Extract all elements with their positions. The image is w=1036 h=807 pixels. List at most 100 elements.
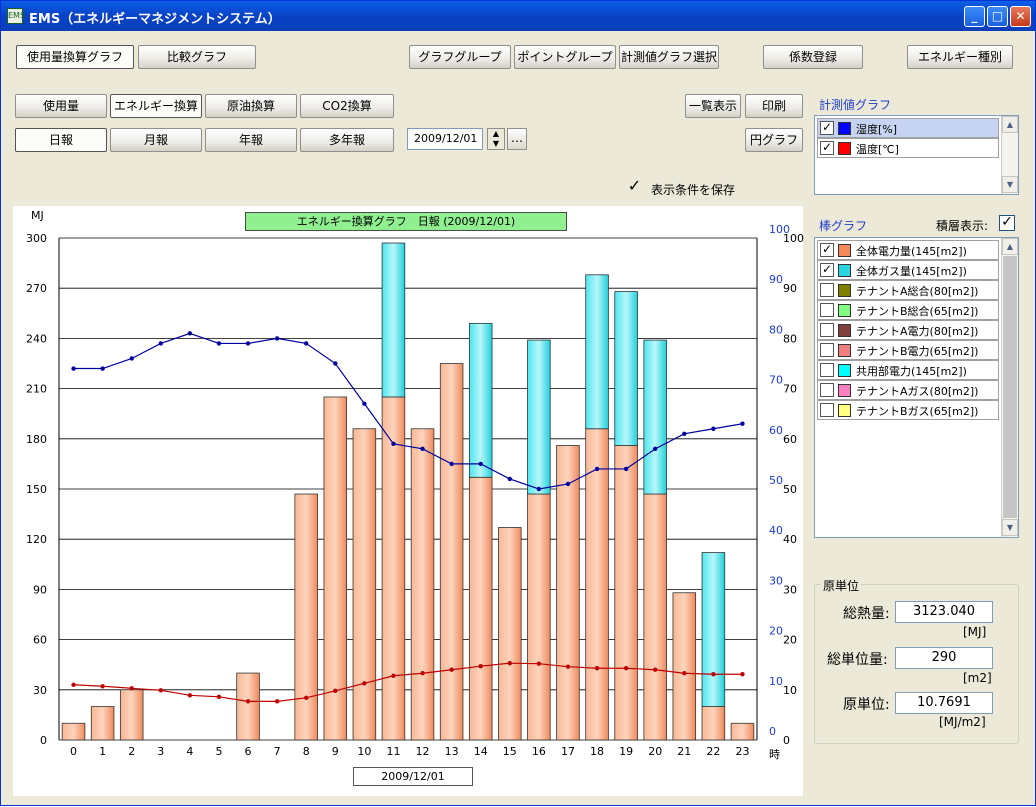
bar-item-checkbox[interactable] xyxy=(820,363,834,377)
color-swatch xyxy=(838,364,851,377)
temperature-point xyxy=(391,673,396,678)
chart-title: エネルギー換算グラフ 日報 (2009/12/01) xyxy=(245,212,567,231)
measure-item-row[interactable]: ✓ 温度[℃] xyxy=(817,138,999,158)
mode-usage-button[interactable]: 使用量 xyxy=(15,94,107,118)
measure-item-checkbox[interactable]: ✓ xyxy=(820,140,834,155)
date-spinner[interactable]: ▲ ▼ xyxy=(487,128,505,150)
temperature-line xyxy=(73,662,743,702)
title-bar[interactable]: EMS EMS（エネルギーマネジメントシステム） _ □ ✕ xyxy=(1,1,1035,31)
x-tick-label: 1 xyxy=(99,745,106,758)
bar-item-label: テナントAガス(80[m2]) xyxy=(856,385,979,398)
spin-down-icon[interactable]: ▼ xyxy=(492,139,500,148)
temperature-point xyxy=(420,671,425,676)
compare-graph-tab[interactable]: 比較グラフ xyxy=(138,45,256,69)
print-button[interactable]: 印刷 xyxy=(745,94,803,118)
humidity-point xyxy=(623,466,629,472)
bar-item-row[interactable]: ✓ 全体ガス量(145[m2]) xyxy=(817,260,999,280)
mode-energy-button[interactable]: エネルギー換算 xyxy=(110,94,202,118)
x-tick-label: 10 xyxy=(357,745,371,758)
bar-item-row[interactable]: 共用部電力(145[m2]) xyxy=(817,360,999,380)
point-group-button[interactable]: ポイントグループ xyxy=(514,45,616,69)
bar-item-checkbox[interactable] xyxy=(820,283,834,297)
graph-group-button[interactable]: グラフグループ xyxy=(409,45,511,69)
measure-panel-title: 計測値グラフ xyxy=(819,98,892,112)
y-tick-label: 240 xyxy=(26,332,47,345)
measure-graph-select-button[interactable]: 計測値グラフ選択 xyxy=(619,45,719,69)
total-heat-label: 総熱量: xyxy=(843,606,890,622)
color-swatch xyxy=(838,142,851,155)
y-tick-label: 90 xyxy=(33,583,47,596)
bar-item-label: テナントBガス(65[m2]) xyxy=(856,405,979,418)
humidity-point xyxy=(100,366,105,371)
temperature-point xyxy=(682,671,687,676)
bar-gas xyxy=(614,291,638,446)
y2-tick-label: 100 xyxy=(783,232,804,245)
bar-item-checkbox[interactable] xyxy=(820,403,834,417)
measure-item-checkbox[interactable]: ✓ xyxy=(820,120,834,135)
save-condition-checkbox[interactable]: ✓ xyxy=(627,176,642,195)
intensity-unit: [MJ/m2] xyxy=(939,715,986,729)
measure-scrollbar[interactable]: ▲ ▼ xyxy=(1001,116,1018,194)
y2-tick-label-blue: 30 xyxy=(769,574,783,587)
bar-item-checkbox[interactable] xyxy=(820,303,834,317)
x-tick-label: 8 xyxy=(303,745,310,758)
date-picker-button[interactable]: … xyxy=(507,128,527,150)
period-daily-button[interactable]: 日報 xyxy=(15,128,107,152)
bar-electric xyxy=(643,493,667,741)
bar-item-row[interactable]: ✓ 全体電力量(145[m2]) xyxy=(817,240,999,260)
period-yearly-button[interactable]: 年報 xyxy=(205,128,297,152)
bar-gas xyxy=(381,242,406,398)
mode-crude-button[interactable]: 原油換算 xyxy=(205,94,297,118)
coefficient-register-button[interactable]: 係数登録 xyxy=(763,45,863,69)
bar-item-label: 共用部電力(145[m2]) xyxy=(856,365,967,378)
bar-item-checkbox[interactable] xyxy=(820,383,834,397)
spin-up-icon[interactable]: ▲ xyxy=(492,129,500,138)
scroll-up-icon[interactable]: ▲ xyxy=(1002,116,1018,133)
usage-graph-tab[interactable]: 使用量換算グラフ xyxy=(16,45,134,69)
minimize-button[interactable]: _ xyxy=(964,6,985,27)
scroll-thumb[interactable] xyxy=(1003,256,1017,518)
close-button[interactable]: ✕ xyxy=(1010,6,1031,27)
temperature-point xyxy=(216,694,222,700)
bar-item-checkbox[interactable] xyxy=(820,343,834,357)
bar-item-row[interactable]: テナントAガス(80[m2]) xyxy=(817,380,999,400)
unit-group: 原単位 総熱量: 3123.040 [MJ] 総単位量: 290 [m2] 原単… xyxy=(814,577,1019,744)
mode-co2-button[interactable]: CO2換算 xyxy=(300,94,394,118)
stack-checkbox[interactable]: ✓ xyxy=(999,215,1015,231)
temperature-point xyxy=(100,684,105,689)
period-multi-year-button[interactable]: 多年報 xyxy=(300,128,394,152)
humidity-line xyxy=(73,332,743,490)
x-tick-label: 0 xyxy=(70,745,77,758)
bar-electric xyxy=(381,396,406,741)
temperature-point xyxy=(245,699,251,704)
temperature-point xyxy=(536,661,542,666)
bar-item-checkbox[interactable]: ✓ xyxy=(820,242,834,257)
bar-electric xyxy=(352,428,377,741)
bar-item-row[interactable]: テナントBガス(65[m2]) xyxy=(817,400,999,420)
date-input[interactable]: 2009/12/01 xyxy=(407,128,483,150)
x-tick-label: 22 xyxy=(706,745,720,758)
bar-item-row[interactable]: テナントB総合(65[m2]) xyxy=(817,300,999,320)
humidity-point xyxy=(362,401,367,406)
measure-item-row[interactable]: ✓ 湿度[%] xyxy=(817,118,999,138)
bar-item-label: テナントB総合(65[m2]) xyxy=(856,305,979,318)
bar-item-row[interactable]: テナントA電力(80[m2]) xyxy=(817,320,999,340)
bar-item-checkbox[interactable] xyxy=(820,323,834,337)
bar-scrollbar[interactable]: ▲ ▼ xyxy=(1001,238,1018,537)
bar-electric xyxy=(498,527,522,741)
bar-item-checkbox[interactable]: ✓ xyxy=(820,262,834,277)
scroll-down-icon[interactable]: ▼ xyxy=(1002,176,1018,193)
bar-item-row[interactable]: テナントA総合(80[m2]) xyxy=(817,280,999,300)
y2-tick-label-blue: 10 xyxy=(769,675,783,688)
list-view-button[interactable]: 一覧表示 xyxy=(685,94,741,118)
maximize-button[interactable]: □ xyxy=(987,6,1008,27)
humidity-point xyxy=(391,441,396,447)
bar-gas xyxy=(701,552,726,707)
temperature-point xyxy=(129,686,134,691)
scroll-down-icon[interactable]: ▼ xyxy=(1002,519,1018,536)
bar-item-row[interactable]: テナントB電力(65[m2]) xyxy=(817,340,999,360)
period-monthly-button[interactable]: 月報 xyxy=(110,128,202,152)
energy-type-button[interactable]: エネルギー種別 xyxy=(907,45,1013,69)
pie-chart-button[interactable]: 円グラフ xyxy=(745,128,803,152)
scroll-up-icon[interactable]: ▲ xyxy=(1002,238,1018,255)
